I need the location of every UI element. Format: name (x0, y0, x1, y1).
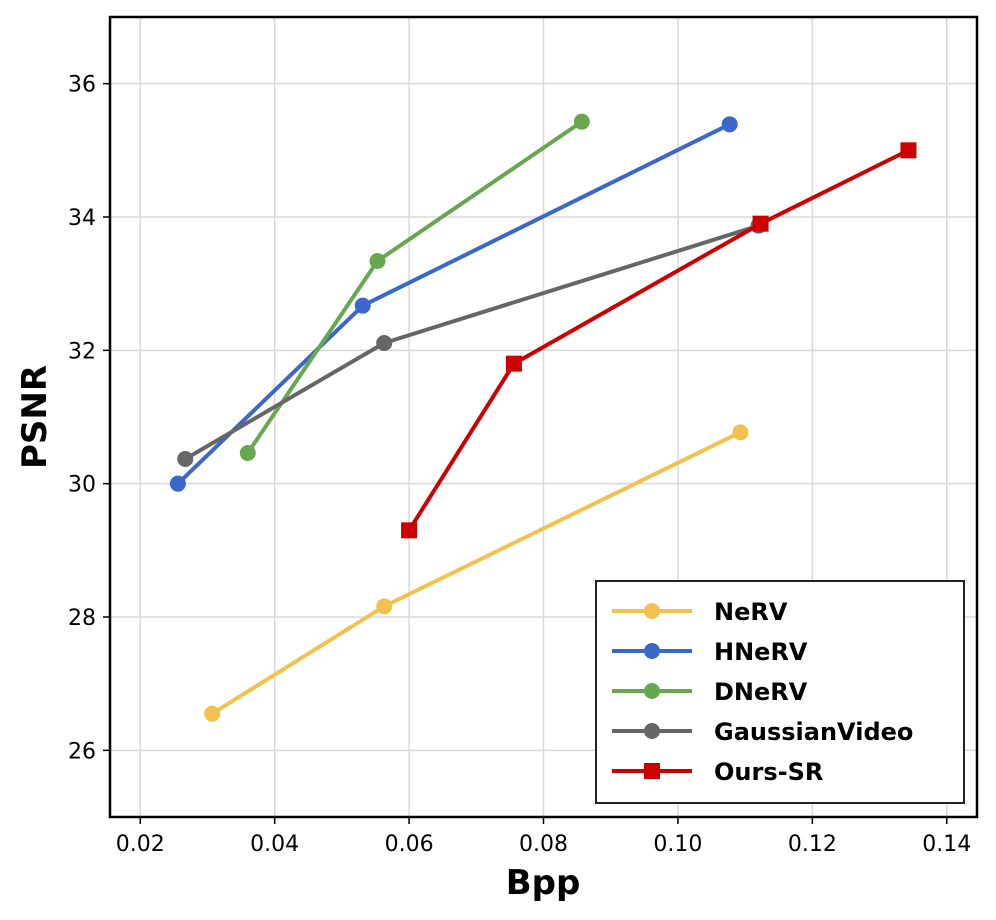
legend-label: DNeRV (714, 678, 808, 706)
series-nerv (204, 424, 749, 722)
legend-swatch-marker (644, 723, 660, 739)
data-point-nerv (204, 705, 221, 722)
legend-entry-ours-sr: Ours-SR (612, 758, 823, 786)
y-tick-label: 36 (68, 73, 96, 98)
data-point-gaussianvideo (177, 451, 194, 467)
legend-swatch-marker (644, 763, 660, 779)
y-tick-label: 32 (68, 339, 96, 364)
legend-label: Ours-SR (714, 758, 823, 786)
legend-entry-nerv: NeRV (612, 598, 788, 626)
data-point-hnerv (721, 116, 738, 133)
series-hnerv (169, 116, 738, 492)
y-tick-label: 26 (68, 739, 96, 764)
x-tick-label: 0.02 (116, 832, 165, 857)
data-point-nerv (732, 424, 749, 441)
series-layer (169, 113, 917, 722)
ticks: 0.02 0.04 0.06 0.08 0.10 0.12 0.14 26 28 30 32 34 36 (68, 73, 971, 857)
data-point-ours-sr (900, 142, 917, 159)
x-tick-label: 0.04 (250, 832, 299, 857)
y-tick-label: 30 (68, 473, 96, 498)
x-tick-label: 0.08 (519, 832, 568, 857)
data-point-ours-sr (505, 355, 522, 372)
legend: NeRV HNeRV DNeRV GaussianVideo Ours-SR (595, 580, 965, 804)
x-tick-label: 0.12 (788, 832, 837, 857)
y-tick-label: 28 (68, 606, 96, 631)
series-dnerv (239, 113, 590, 461)
data-point-dnerv (239, 445, 256, 461)
legend-label: NeRV (714, 598, 788, 626)
data-point-dnerv (369, 253, 386, 269)
series-ours-sr (401, 142, 917, 539)
legend-entry-hnerv: HNeRV (612, 638, 808, 666)
x-tick-label: 0.14 (922, 832, 971, 857)
data-point-nerv (376, 598, 393, 615)
legend-label: HNeRV (714, 638, 808, 666)
x-axis-label: Bpp (506, 863, 581, 903)
legend-swatch-marker (644, 603, 660, 619)
legend-entry-dnerv: DNeRV (612, 678, 808, 706)
legend-entry-gaussianvideo: GaussianVideo (612, 718, 913, 746)
grid (110, 17, 977, 817)
data-point-ours-sr (752, 215, 769, 232)
series-line-ours-sr (407, 148, 910, 532)
y-axis-label: PSNR (15, 365, 55, 469)
data-point-hnerv (169, 475, 186, 492)
data-point-hnerv (354, 297, 371, 314)
data-point-gaussianvideo (376, 335, 393, 351)
legend-swatch-marker (644, 643, 660, 659)
y-tick-label: 34 (68, 206, 96, 231)
data-point-ours-sr (401, 522, 418, 539)
x-tick-label: 0.10 (653, 832, 702, 857)
x-tick-label: 0.06 (385, 832, 434, 857)
legend-swatch-marker (644, 683, 660, 699)
data-point-dnerv (573, 113, 590, 130)
legend-label: GaussianVideo (714, 718, 913, 746)
